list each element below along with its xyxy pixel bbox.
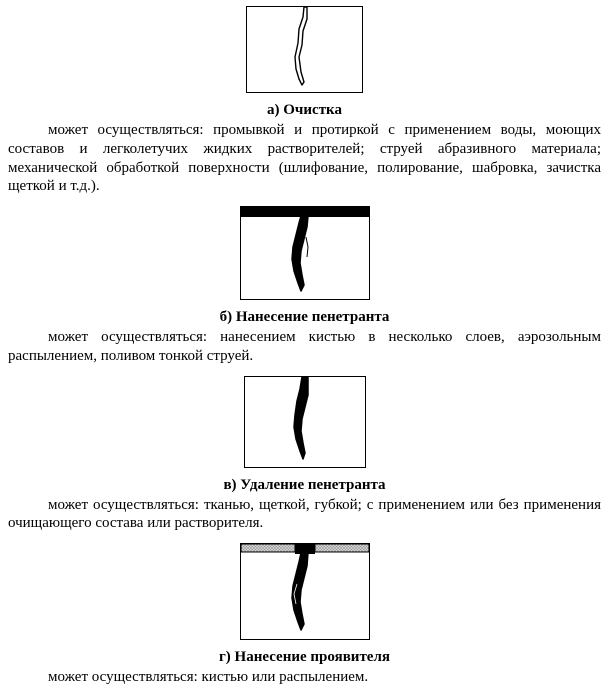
figure-b-wrap <box>0 200 609 305</box>
figure-a <box>246 6 363 93</box>
step-a: а) Очистка может осуществляться: промывк… <box>0 0 609 196</box>
step-c: в) Удаление пенетранта может осуществлят… <box>0 370 609 534</box>
figure-a-svg <box>247 7 362 92</box>
figure-c <box>244 376 366 468</box>
figure-c-svg <box>245 377 365 467</box>
caption-a: а) Очистка <box>0 102 609 119</box>
caption-d: г) Нанесение проявителя <box>0 649 609 666</box>
step-b: б) Нанесение пенетранта может осуществля… <box>0 200 609 366</box>
figure-b <box>240 206 370 300</box>
desc-a: может осуществляться: промывкой и протир… <box>8 121 601 196</box>
caption-b: б) Нанесение пенетранта <box>0 309 609 326</box>
figure-c-wrap <box>0 370 609 473</box>
step-d: г) Нанесение проявителя может осуществля… <box>0 537 609 687</box>
caption-c: в) Удаление пенетранта <box>0 477 609 494</box>
desc-b: может осуществляться: нанесением кистью … <box>8 328 601 366</box>
figure-a-wrap <box>0 0 609 98</box>
figure-d <box>240 543 370 640</box>
figure-b-svg <box>241 207 369 299</box>
desc-d: может осуществляться: кистью или распыле… <box>8 668 601 687</box>
figure-d-svg <box>241 544 369 639</box>
desc-c: может осуществляться: тканью, щеткой, гу… <box>8 496 601 534</box>
figure-d-wrap <box>0 537 609 645</box>
page-container: а) Очистка может осуществляться: промывк… <box>0 0 609 687</box>
